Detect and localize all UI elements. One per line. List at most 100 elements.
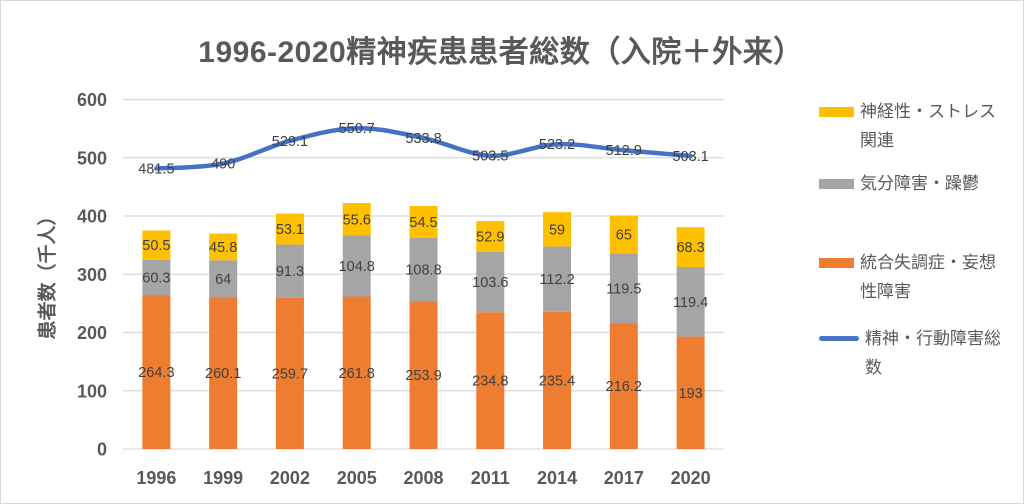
bar-segment-label: 264.3 [138,365,174,381]
bar-series-2: 50.5 45.8 53.1 55.6 54.5 52.9 59 65 68.3 [142,203,705,268]
bar-segment-label: 68.3 [676,240,704,256]
bar-segment-label: 60.3 [142,270,170,286]
bar-segment [676,227,705,268]
line-point-label: 523.2 [539,137,575,153]
y-tick-label: 500 [77,148,107,168]
bar-segment-label: 261.8 [339,366,375,382]
bar-segment [476,312,505,449]
bar-segment [609,253,638,324]
bar-segment-label: 45.8 [209,240,237,256]
bar-segment [342,203,371,236]
y-tick-label: 0 [97,440,107,460]
x-category-label: 2014 [537,468,577,488]
bar-segment [275,213,304,245]
x-category-label: 2011 [471,468,510,488]
x-category-label: 2005 [337,468,377,488]
legend-label: 神経性・ストレス関連 [860,102,996,150]
bar-segment [342,296,371,449]
line-point-label: 529.1 [272,134,308,150]
line-point-label: 503.1 [672,149,708,165]
bar-segment [609,323,638,449]
legend-item-mood-disorder: 気分障害・躁鬱 [819,169,1019,198]
bar-segment-label: 54.5 [409,215,437,231]
legend-swatch-gray [819,179,854,189]
legend-swatch-line [819,336,859,341]
legend-item-schizophrenia: 統合失調症・妄想性障害 [819,248,1019,306]
bar-segment-label: 50.5 [142,238,170,254]
bar-segment [543,246,572,312]
y-tick-label: 200 [77,323,107,343]
bar-segment [275,297,304,449]
legend-swatch-orange [819,258,854,268]
bar-series-0: 264.3 260.1 259.7 261.8 253.9 234.8 235.4 216.2… [138,295,705,449]
bar-segment [342,235,371,297]
bar-segment-label: 259.7 [272,366,308,382]
y-tick-label: 400 [77,207,107,227]
bar-segment-label: 52.9 [476,229,504,245]
legend-item-total-line: 精神・行動障害総数 [819,324,1019,382]
bar-segment [142,295,171,449]
bar-segment-label: 119.5 [606,281,641,297]
bar-segment-label: 260.1 [205,366,241,382]
bar-segment [209,233,238,261]
bar-segment-label: 216.2 [606,379,642,395]
bar-segment [409,205,438,238]
bar-segment-label: 64 [215,272,231,288]
x-category-label: 1996 [136,468,176,488]
legend-item-neurotic-stress: 神経性・ストレス関連 [819,97,1019,155]
bar-segment-label: 104.8 [339,259,375,275]
x-category-label: 2002 [270,468,310,488]
bar-segment [209,297,238,449]
bar-segment-label: 193 [679,386,703,402]
bar-segment [409,301,438,449]
y-tick-label: 300 [77,265,107,285]
line-point-label: 512.9 [606,143,642,159]
bar-segment-label: 119.4 [673,295,708,311]
bar-segment [609,215,638,254]
x-category-label: 2017 [604,468,644,488]
legend-label: 統合失調症・妄想性障害 [860,253,996,301]
line-point-label: 550.7 [339,121,375,137]
trend-line [154,125,693,171]
bar-segment-label: 59 [549,222,565,238]
y-tick-label: 100 [77,381,107,401]
line-point-label: 503.5 [472,149,508,165]
line-point-label: 490 [211,157,235,173]
bar-segment-label: 55.6 [343,212,371,228]
y-axis-title: 患者数（千人） [37,206,59,340]
x-category-label: 2008 [403,468,443,488]
bar-segment-label: 112.2 [539,272,574,288]
legend-swatch-gold [819,107,854,117]
x-category-label: 2020 [671,468,711,488]
bar-segment [142,259,171,296]
bar-segment [476,221,505,252]
x-category-label: 1999 [203,468,243,488]
bar-segment [275,244,304,298]
bar-segment-label: 53.1 [276,222,304,238]
bar-segment-label: 103.6 [472,275,508,291]
bar-segment-label: 253.9 [405,368,441,384]
bar-segment [142,230,171,260]
line-point-label: 533.8 [405,131,441,147]
bar-segment [409,237,438,302]
x-axis-labels: 1996 1999 2002 2005 2008 2011 2014 2017 2020 [136,468,710,488]
bar-segment [209,260,238,298]
bar-series-1: 60.3 64 91.3 104.8 108.8 103.6 112.2 119.5 119.4 [142,235,708,337]
bar-segment-label: 234.8 [472,374,508,390]
bar-segment [476,251,505,313]
bar-segment [543,212,572,247]
y-tick-label: 600 [77,90,107,110]
line-point-label: 481.5 [138,162,174,178]
y-axis-labels: 0 100 200 300 400 500 600 [77,90,107,460]
bar-segment-label: 235.4 [539,373,575,389]
bar-segment-label: 91.3 [276,264,304,280]
bar-segment [543,311,572,449]
bar-segment [676,336,705,449]
bar-segment-label: 65 [616,228,632,244]
chart-title: 1996-2020精神疾患患者総数（入院＋外来） [198,36,804,69]
bar-segment-label: 108.8 [405,262,441,278]
bar-segment [676,267,705,337]
legend-label: 気分障害・躁鬱 [860,174,979,193]
legend-label: 精神・行動障害総数 [865,329,1001,377]
